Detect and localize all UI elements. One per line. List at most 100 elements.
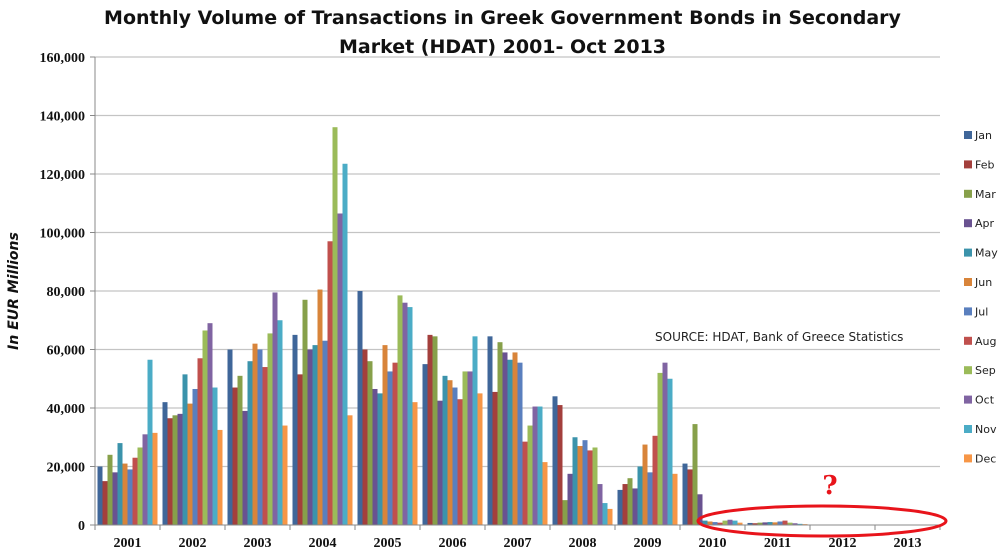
bar-jan-2010 [682,463,688,525]
bar-aug-2009 [652,435,658,525]
bar-sep-2001 [137,447,143,525]
bar-jun-2011 [772,522,778,525]
bar-may-2009 [637,466,643,525]
legend-swatch [964,307,972,316]
bar-apr-2001 [112,472,118,525]
legend-label: Dec [975,452,996,465]
bar-sep-2004 [332,127,338,525]
x-tick-label: 2003 [244,536,272,551]
bar-mar-2003 [237,375,243,525]
legend-label: Oct [975,394,995,407]
x-tick-label: 2001 [114,536,142,551]
bar-jun-2006 [447,380,453,525]
y-tick-label: 120,000 [40,168,86,183]
bar-dec-2007 [542,462,548,525]
bar-apr-2002 [177,413,183,525]
legend-swatch [964,395,972,404]
legend-swatch [964,425,972,433]
legend-label: Jan [974,129,992,142]
bar-sep-2008 [592,447,598,525]
bar-sep-2009 [657,372,663,525]
bar-jun-2003 [252,343,258,525]
bar-jul-2007 [517,362,523,525]
bar-oct-2010 [727,519,733,525]
bar-feb-2010 [687,469,693,525]
bar-aug-2007 [522,441,528,525]
bar-dec-2002 [217,429,223,525]
bar-jul-2004 [322,340,328,525]
legend-swatch [964,189,972,198]
bar-nov-2004 [342,163,348,525]
x-tick-label: 2005 [374,536,402,551]
bar-jan-2008 [552,396,558,525]
bar-jul-2001 [127,469,133,525]
legend-label: Apr [975,217,995,230]
legend-item-may: May [964,247,998,260]
legend-label: Jul [974,305,988,318]
bar-jun-2005 [382,345,388,525]
legend-item-feb: Feb [964,158,994,171]
x-tick-label: 2008 [569,536,597,551]
bar-nov-2006 [472,336,478,525]
legend-label: Sep [975,364,996,377]
bar-feb-2009 [622,484,628,525]
bar-feb-2003 [232,387,238,525]
axes: 0 20,000 40,000 60,000 80,000 100,000 120,000 1… [40,51,941,551]
bar-may-2006 [442,375,448,525]
highlight-ellipse [696,504,948,538]
bar-sep-2002 [202,330,208,525]
legend: Jan Feb Mar Apr May Jun Jul Aug Sep Oct Nov Dec [964,129,998,465]
bar-oct-2007 [532,406,538,525]
bar-mar-2006 [432,336,438,525]
bar-feb-2001 [102,481,108,525]
bar-jun-2001 [122,463,128,525]
bar-mar-2001 [107,454,113,525]
bar-mar-2008 [562,500,568,525]
source-annotation: SOURCE: HDAT, Bank of Greece Statistics [655,330,903,344]
x-tick-label: 2010 [699,536,727,551]
bar-jul-2005 [387,371,393,525]
legend-swatch [964,219,972,228]
bar-may-2010 [702,520,708,525]
bar-feb-2005 [362,349,368,525]
x-tick-label: 2006 [439,536,467,551]
legend-item-jun: Jun [964,276,992,289]
legend-label: Aug [975,335,996,348]
bar-feb-2006 [427,334,433,525]
bar-jul-2009 [647,472,653,525]
bar-may-2002 [182,374,188,525]
legend-swatch [964,336,972,345]
bar-dec-2003 [282,425,288,525]
bar-oct-2008 [597,484,603,525]
bar-mar-2009 [627,478,633,525]
bar-sep-2006 [462,371,468,525]
question-mark-annotation: ? [822,471,837,501]
bar-oct-2011 [792,523,798,525]
bar-may-2005 [377,393,383,525]
x-tick-label: 2009 [634,536,662,551]
legend-item-sep: Sep [964,364,996,377]
bar-oct-2005 [402,302,408,525]
bar-dec-2006 [477,393,483,525]
bar-dec-2001 [152,432,158,525]
bar-mar-2004 [302,299,308,525]
legend-item-nov: Nov [964,423,997,436]
bar-apr-2004 [307,349,313,525]
y-tick-label: 40,000 [47,402,86,417]
bar-oct-2004 [337,213,343,526]
bar-aug-2006 [457,399,463,525]
bar-apr-2003 [242,410,248,525]
bar-sep-2007 [527,425,533,525]
x-tick-label: 2013 [894,536,922,551]
bar-nov-2007 [537,406,543,525]
bar-dec-2008 [607,508,613,525]
x-tick-label: 2002 [179,536,207,551]
bar-jun-2008 [577,446,583,525]
y-tick-label: 0 [78,519,85,534]
bar-jul-2010 [712,522,718,525]
bar-nov-2009 [667,378,673,525]
bar-dec-2004 [347,415,353,525]
bar-may-2007 [507,359,513,525]
bar-aug-2004 [327,241,333,525]
